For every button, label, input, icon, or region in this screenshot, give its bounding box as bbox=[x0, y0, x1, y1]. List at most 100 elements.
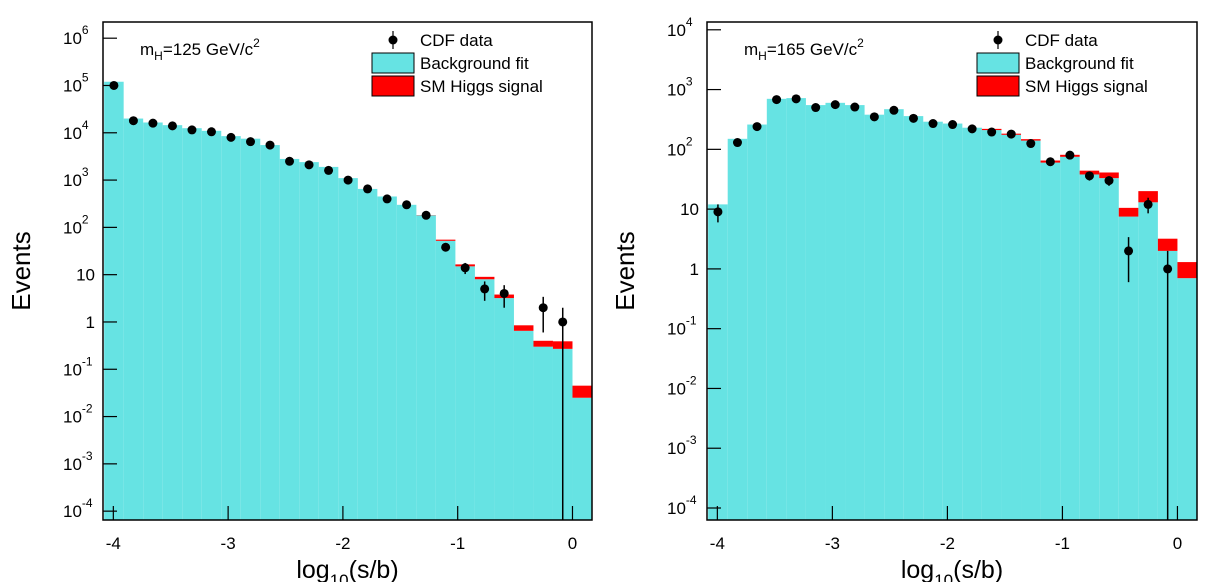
histogram-bar bbox=[1118, 207, 1139, 217]
histogram-bar bbox=[338, 178, 358, 520]
x-label-text: log bbox=[901, 556, 934, 582]
data-point bbox=[285, 156, 295, 166]
y-tick-exponent: 2 bbox=[686, 134, 693, 148]
data-point bbox=[324, 165, 334, 175]
legend-label: CDF data bbox=[1025, 31, 1098, 50]
data-point bbox=[791, 94, 801, 104]
y-tick-exponent: -3 bbox=[686, 433, 697, 447]
histogram-bar bbox=[864, 114, 885, 520]
histogram-bar bbox=[162, 125, 183, 520]
data-point bbox=[889, 105, 899, 115]
x-tick-label: -4 bbox=[106, 534, 121, 553]
data-point bbox=[265, 140, 275, 150]
y-tick-exponent: -2 bbox=[82, 402, 93, 416]
y-tick-label: 10-2 bbox=[63, 402, 93, 427]
legend-label: Background fit bbox=[420, 54, 529, 73]
histogram-bar bbox=[1157, 238, 1178, 251]
histogram-bar bbox=[981, 130, 1002, 520]
histogram-bar bbox=[533, 346, 553, 520]
y-tick-exponent: 4 bbox=[82, 118, 89, 132]
data-point bbox=[1065, 150, 1075, 160]
histogram-bar bbox=[825, 102, 846, 520]
data-point bbox=[226, 132, 236, 142]
x-tick-label: -1 bbox=[450, 534, 465, 553]
x-axis-label: log10(s/b) bbox=[901, 556, 1003, 582]
annotation-text: m bbox=[744, 40, 758, 59]
histogram-bar bbox=[1138, 202, 1158, 520]
y-tick-base: 10 bbox=[667, 379, 686, 398]
legend-swatch bbox=[371, 52, 415, 74]
annotation: mH=125 GeV/c2 bbox=[140, 36, 260, 63]
y-tick-base: 10 bbox=[667, 21, 686, 40]
data-point bbox=[187, 125, 197, 135]
y-tick-label: 103 bbox=[63, 165, 89, 190]
data-point bbox=[830, 100, 840, 110]
data-point bbox=[1026, 139, 1036, 149]
y-tick-label: 10-4 bbox=[63, 496, 93, 521]
y-tick-base: 10 bbox=[667, 499, 686, 518]
data-point bbox=[732, 138, 742, 148]
y-tick-label: 10-3 bbox=[63, 449, 93, 474]
data-point bbox=[772, 95, 782, 105]
legend-swatch bbox=[976, 75, 1020, 97]
y-tick-label: 10 bbox=[76, 266, 95, 285]
data-point bbox=[246, 137, 256, 147]
histogram-bar bbox=[708, 204, 728, 520]
y-tick-label: 104 bbox=[63, 118, 89, 143]
y-tick-exponent: 4 bbox=[686, 15, 693, 29]
y-tick-base: 10 bbox=[63, 124, 82, 143]
data-point bbox=[343, 175, 353, 185]
x-tick-label: -3 bbox=[221, 534, 236, 553]
histogram-bar bbox=[416, 215, 436, 520]
y-tick-base: 10 bbox=[667, 439, 686, 458]
histogram-bar bbox=[942, 123, 963, 520]
histogram-bar bbox=[182, 128, 202, 520]
y-tick-exponent: 6 bbox=[82, 23, 89, 37]
histogram-bar bbox=[435, 239, 456, 241]
histogram-bar bbox=[435, 240, 456, 520]
y-axis-label: Events bbox=[610, 231, 640, 311]
data-point bbox=[460, 263, 470, 273]
x-tick-label: -2 bbox=[940, 534, 955, 553]
y-tick-exponent: 3 bbox=[82, 165, 89, 179]
y-tick-label: 104 bbox=[667, 15, 693, 40]
x-tick-label: -2 bbox=[335, 534, 350, 553]
histogram-bar bbox=[1079, 174, 1100, 520]
y-tick-label: 10 bbox=[680, 200, 699, 219]
histogram-bar bbox=[143, 122, 163, 520]
annotation-rest: =125 GeV/c bbox=[163, 40, 254, 59]
y-tick-exponent: -4 bbox=[686, 493, 697, 507]
data-point bbox=[1006, 129, 1016, 139]
histogram-bar bbox=[201, 130, 222, 520]
data-point bbox=[128, 116, 138, 126]
data-point bbox=[402, 200, 412, 210]
x-tick-label: -4 bbox=[710, 534, 725, 553]
histogram-bar bbox=[1040, 162, 1061, 520]
histogram-bar bbox=[572, 397, 592, 520]
y-tick-base: 10 bbox=[63, 502, 82, 521]
histogram-bar bbox=[1138, 191, 1158, 203]
axes-frame bbox=[102, 21, 593, 521]
data-point bbox=[948, 120, 958, 130]
histogram-bar bbox=[1118, 216, 1139, 520]
legend-label: CDF data bbox=[420, 31, 493, 50]
histogram-bar bbox=[533, 340, 553, 347]
annotation-sup: 2 bbox=[253, 36, 260, 50]
x-label-rest: (s/b) bbox=[953, 556, 1003, 582]
histogram-bar bbox=[903, 116, 924, 520]
plot-area bbox=[708, 94, 1197, 520]
data-point bbox=[363, 184, 373, 194]
histogram-bar bbox=[513, 325, 534, 331]
histogram-bar bbox=[805, 105, 826, 520]
annotation-text: m bbox=[140, 40, 154, 59]
data-point bbox=[480, 284, 490, 294]
legend-label: SM Higgs signal bbox=[1025, 77, 1148, 96]
data-point bbox=[499, 288, 509, 298]
data-point bbox=[1104, 176, 1114, 186]
x-tick-label: 0 bbox=[568, 534, 577, 553]
annotation-sub: H bbox=[758, 49, 767, 63]
data-point bbox=[148, 118, 158, 128]
histogram-bar bbox=[396, 204, 417, 520]
data-point bbox=[1124, 246, 1134, 256]
